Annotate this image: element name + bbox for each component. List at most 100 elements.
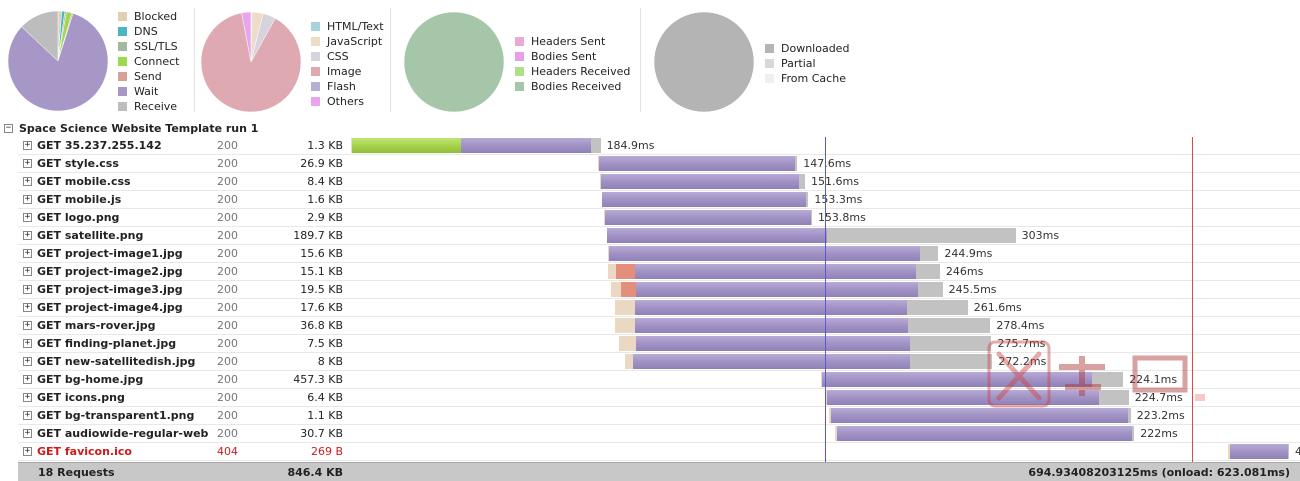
request-row[interactable]: + GET mobile.js 200 1.6 KB 153.3ms bbox=[0, 191, 1300, 209]
expand-icon[interactable]: + bbox=[23, 284, 32, 294]
timing-bar-wait bbox=[822, 372, 1093, 387]
legend-label: Bodies Received bbox=[531, 80, 622, 93]
request-row[interactable]: + GET audiowide-regular-web 200 30.7 KB 222m… bbox=[0, 425, 1300, 443]
expand-icon[interactable]: + bbox=[23, 392, 32, 402]
request-row[interactable]: + GET style.css 200 26.9 KB 147.6ms bbox=[0, 155, 1300, 173]
request-row[interactable]: + GET satellite.png 200 189.7 KB 303ms bbox=[0, 227, 1300, 245]
request-row[interactable]: + GET 35.237.255.142 200 1.3 KB 184.9ms bbox=[0, 137, 1300, 155]
request-status: 200 bbox=[217, 409, 238, 422]
legend-swatch bbox=[118, 72, 127, 81]
legend-item-flash: Flash bbox=[311, 79, 384, 94]
timing-bar-send bbox=[620, 282, 636, 297]
request-url: GET logo.png bbox=[37, 211, 120, 224]
expand-icon[interactable]: + bbox=[23, 140, 32, 150]
request-row[interactable]: + GET bg-transparent1.png 200 1.1 KB 223.2ms bbox=[0, 407, 1300, 425]
expand-icon[interactable]: + bbox=[23, 338, 32, 348]
request-url: GET new-satellitedish.jpg bbox=[37, 355, 196, 368]
expand-icon[interactable]: + bbox=[23, 428, 32, 438]
request-url: GET finding-planet.jpg bbox=[37, 337, 177, 350]
legend-label: SSL/TLS bbox=[134, 40, 178, 53]
cache-pie bbox=[653, 11, 755, 113]
legend-label: From Cache bbox=[781, 72, 846, 85]
legend-swatch bbox=[118, 57, 127, 66]
expand-icon[interactable]: + bbox=[23, 410, 32, 420]
expand-icon[interactable]: + bbox=[23, 446, 32, 456]
request-time: 44.9ms bbox=[1294, 445, 1300, 458]
request-time: 272.2ms bbox=[998, 355, 1047, 368]
expand-icon[interactable]: + bbox=[23, 248, 32, 258]
request-time: 278.4ms bbox=[996, 319, 1045, 332]
onload-line bbox=[1192, 137, 1193, 462]
legend-item-downloaded: Downloaded bbox=[765, 41, 849, 56]
request-row[interactable]: + GET logo.png 200 2.9 KB 153.8ms bbox=[0, 209, 1300, 227]
legend-item-dns: DNS bbox=[118, 24, 179, 39]
expand-icon[interactable]: + bbox=[23, 374, 32, 384]
expand-icon[interactable]: + bbox=[23, 194, 32, 204]
expand-icon[interactable]: + bbox=[23, 176, 32, 186]
total-size: 846.4 KB bbox=[287, 466, 343, 479]
request-row[interactable]: + GET project-image2.jpg 200 15.1 KB 246ms bbox=[0, 263, 1300, 281]
request-row[interactable]: + GET mars-rover.jpg 200 36.8 KB 278.4ms bbox=[0, 317, 1300, 335]
request-size: 189.7 KB bbox=[293, 229, 343, 242]
row-divider bbox=[18, 334, 1300, 335]
expand-icon[interactable]: + bbox=[23, 158, 32, 168]
request-url: GET audiowide-regular-web bbox=[37, 427, 209, 440]
request-row[interactable]: + GET new-satellitedish.jpg 200 8 KB 272.2ms bbox=[0, 353, 1300, 371]
timing-bar-wait bbox=[635, 282, 919, 297]
legend-swatch bbox=[311, 52, 320, 61]
timing-bar-wait bbox=[837, 426, 1132, 441]
row-divider bbox=[18, 262, 1300, 263]
legend-item-blocked: Blocked bbox=[118, 9, 179, 24]
request-size: 8 KB bbox=[317, 355, 343, 368]
request-row[interactable]: + GET project-image1.jpg 200 15.6 KB 244.9ms bbox=[0, 245, 1300, 263]
request-time: 153.8ms bbox=[817, 211, 866, 224]
request-status: 200 bbox=[217, 247, 238, 260]
request-row[interactable]: + GET mobile.css 200 8.4 KB 151.6ms bbox=[0, 173, 1300, 191]
timing-bar-wait bbox=[826, 390, 1100, 405]
request-status: 200 bbox=[217, 211, 238, 224]
expand-icon[interactable]: + bbox=[23, 302, 32, 312]
request-status: 200 bbox=[217, 319, 238, 332]
request-url: GET mars-rover.jpg bbox=[37, 319, 156, 332]
timing-bar-blocked bbox=[351, 138, 352, 153]
legend-item-receive: Receive bbox=[118, 99, 179, 114]
request-status: 404 bbox=[217, 445, 238, 458]
legend-swatch bbox=[765, 59, 774, 68]
timing-bar-blocked bbox=[820, 372, 823, 387]
request-row[interactable]: + GET bg-home.jpg 200 457.3 KB 224.1ms bbox=[0, 371, 1300, 389]
summary-divider bbox=[390, 8, 391, 112]
request-row[interactable]: + GET project-image3.jpg 200 19.5 KB 245.5ms bbox=[0, 281, 1300, 299]
expand-icon[interactable]: + bbox=[23, 230, 32, 240]
legend-label: HTML/Text bbox=[327, 20, 384, 33]
expand-icon[interactable]: + bbox=[23, 212, 32, 222]
timing-bar-receive bbox=[915, 264, 940, 279]
request-size: 15.6 KB bbox=[300, 247, 343, 260]
row-divider bbox=[18, 388, 1300, 389]
group-header[interactable]: − Space Science Website Template run 1 bbox=[0, 121, 1300, 137]
row-divider bbox=[18, 226, 1300, 227]
request-row[interactable]: + GET icons.png 200 6.4 KB 224.7ms bbox=[0, 389, 1300, 407]
legend-item-wait: Wait bbox=[118, 84, 179, 99]
legend-item-image: Image bbox=[311, 64, 384, 79]
timing-bar-receive bbox=[795, 156, 798, 171]
expand-icon[interactable]: + bbox=[23, 266, 32, 276]
expand-icon[interactable]: + bbox=[23, 320, 32, 330]
row-divider bbox=[18, 298, 1300, 299]
timing-bar-receive bbox=[906, 300, 968, 315]
timing-bar-receive bbox=[1287, 444, 1289, 459]
expand-icon[interactable]: + bbox=[23, 356, 32, 366]
request-row[interactable]: + GET project-image4.jpg 200 17.6 KB 261.6ms bbox=[0, 299, 1300, 317]
request-status: 200 bbox=[217, 391, 238, 404]
request-status: 200 bbox=[217, 229, 238, 242]
request-row[interactable]: + GET finding-planet.jpg 200 7.5 KB 275.7ms bbox=[0, 335, 1300, 353]
legend-swatch bbox=[311, 22, 320, 31]
request-size: 30.7 KB bbox=[300, 427, 343, 440]
legend-label: CSS bbox=[327, 50, 349, 63]
timing-bar-blocked bbox=[1228, 444, 1230, 459]
request-url: GET project-image4.jpg bbox=[37, 301, 183, 314]
request-row[interactable]: + GET favicon.ico 404 269 B 44.9ms bbox=[0, 443, 1300, 461]
legend-item-css: CSS bbox=[311, 49, 384, 64]
traffic-pie bbox=[403, 11, 505, 113]
collapse-icon[interactable]: − bbox=[4, 123, 13, 133]
legend-swatch bbox=[515, 67, 524, 76]
